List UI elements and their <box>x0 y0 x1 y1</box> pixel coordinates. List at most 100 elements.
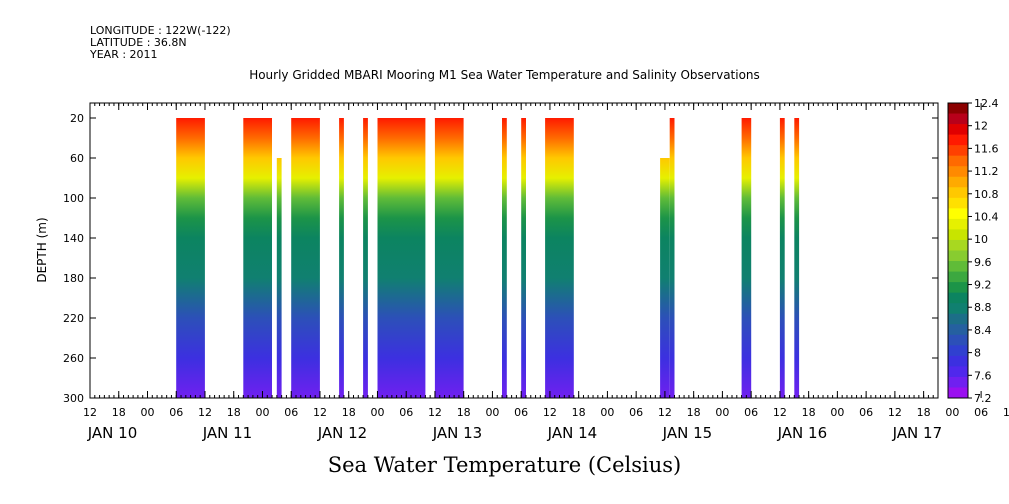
data-segment-5 <box>363 118 368 398</box>
colorbar-swatch <box>948 355 968 367</box>
colorbar-tick-label: 12 <box>974 120 988 133</box>
colorbar-title: Sea Water Temperature (Celsius) <box>327 453 682 477</box>
x-tick-label: 06 <box>629 406 643 419</box>
x-tick-label: 18 <box>342 406 356 419</box>
x-tick-label: 06 <box>169 406 183 419</box>
y-tick-label: 260 <box>63 352 84 365</box>
x-tick-label: 06 <box>859 406 873 419</box>
colorbar-swatch <box>948 113 968 125</box>
x-tick-label: 06 <box>974 406 988 419</box>
y-tick-label: 220 <box>63 312 84 325</box>
y-tick-label: 100 <box>63 192 84 205</box>
data-segment-0 <box>176 118 205 398</box>
y-tick-label: 60 <box>70 152 84 165</box>
colorbar-swatch <box>948 103 968 115</box>
colorbar-swatch <box>948 166 968 178</box>
x-tick-label: 12 <box>888 406 902 419</box>
colorbar-tick-label: 8.8 <box>974 301 992 314</box>
colorbar-tick-label: 9.6 <box>974 256 992 269</box>
colorbar-swatch <box>948 124 968 136</box>
data-segment-12 <box>669 118 675 398</box>
colorbar-swatch <box>948 134 968 146</box>
chart-title: Hourly Gridded MBARI Mooring M1 Sea Wate… <box>249 68 760 82</box>
x-day-label: JAN 16 <box>777 424 828 442</box>
colorbar-swatch <box>948 218 968 230</box>
latitude-label: LATITUDE : 36.8N <box>90 36 187 49</box>
colorbar-swatch <box>948 334 968 346</box>
y-tick-label: 20 <box>70 112 84 125</box>
x-tick-label: 00 <box>485 406 499 419</box>
colorbar-swatch <box>948 345 968 357</box>
x-tick-label: 00 <box>140 406 154 419</box>
x-tick-label: 00 <box>600 406 614 419</box>
colorbar-swatch <box>948 313 968 325</box>
x-day-label: JAN 12 <box>317 424 368 442</box>
colorbar-swatch <box>948 271 968 283</box>
x-tick-label: 18 <box>457 406 471 419</box>
colorbar-swatch <box>948 261 968 273</box>
y-tick-label: 140 <box>63 232 84 245</box>
colorbar: 12.4 12 11.6 11.2 10.8 10.4 10 9.6 9.2 8.8 8.4 8 7.6… <box>947 97 999 405</box>
data-segment-4 <box>339 118 344 398</box>
data-segment-15 <box>794 118 800 398</box>
x-tick-label: 00 <box>945 406 959 419</box>
colorbar-swatch <box>948 208 968 220</box>
x-tick-label: 06 <box>399 406 413 419</box>
colorbar-tick-label: 7.2 <box>974 392 992 405</box>
colorbar-tick-label: 7.6 <box>974 369 992 382</box>
x-tick-label: 12 <box>83 406 97 419</box>
x-day-label: JAN 15 <box>662 424 713 442</box>
colorbar-swatch <box>948 366 968 378</box>
plot-content <box>176 118 800 398</box>
x-tick-label: 06 <box>514 406 528 419</box>
data-segment-7 <box>434 118 464 398</box>
colorbar-tick-label: 9.2 <box>974 279 992 292</box>
data-segment-1 <box>243 118 272 398</box>
x-tick-label: 18 <box>687 406 701 419</box>
colorbar-tick-label: 11.2 <box>974 165 999 178</box>
y-tick-label: 180 <box>63 272 84 285</box>
x-day-label: JAN 10 <box>87 424 138 442</box>
x-tick-label: 18 <box>227 406 241 419</box>
x-day-label: JAN 11 <box>202 424 253 442</box>
longitude-label: LONGITUDE : 122W(-122) <box>90 24 231 37</box>
x-day-label: JAN 14 <box>547 424 598 442</box>
colorbar-swatch <box>948 376 968 388</box>
x-tick-label: 18 <box>802 406 816 419</box>
colorbar-swatch <box>948 292 968 304</box>
x-day-label: JAN 13 <box>432 424 483 442</box>
data-segment-8 <box>502 118 507 398</box>
colorbar-swatch <box>948 282 968 294</box>
x-tick-label: 00 <box>830 406 844 419</box>
data-segment-6 <box>377 118 426 398</box>
colorbar-swatch <box>948 250 968 262</box>
x-tick-label: 06 <box>744 406 758 419</box>
x-tick-label: 12 <box>198 406 212 419</box>
colorbar-tick-label: 11.6 <box>974 142 999 155</box>
data-segment-14 <box>779 118 785 398</box>
colorbar-swatch <box>948 145 968 157</box>
colorbar-tick-label: 10 <box>974 233 988 246</box>
x-tick-label: 06 <box>284 406 298 419</box>
colorbar-swatch <box>948 197 968 209</box>
colorbar-swatch <box>948 229 968 241</box>
x-tick-label: 00 <box>255 406 269 419</box>
x-tick-label: 12 <box>773 406 787 419</box>
colorbar-swatch <box>948 239 968 251</box>
y-tick-label: 300 <box>63 392 84 405</box>
colorbar-swatch <box>948 155 968 167</box>
x-tick-label: 12 <box>1003 406 1009 419</box>
x-tick-label: 00 <box>370 406 384 419</box>
plot-frame <box>89 102 939 399</box>
colorbar-tick-label: 8.4 <box>974 324 992 337</box>
data-segment-2 <box>276 158 282 398</box>
year-label: YEAR : 2011 <box>90 48 158 61</box>
x-tick-label: 12 <box>543 406 557 419</box>
data-segment-10 <box>545 118 574 398</box>
x-tick-label: 18 <box>917 406 931 419</box>
colorbar-tick-label: 10.4 <box>974 210 999 223</box>
colorbar-swatch <box>948 187 968 199</box>
colorbar-swatch <box>948 303 968 315</box>
x-tick-label: 00 <box>715 406 729 419</box>
colorbar-tick-label: 12.4 <box>974 97 999 110</box>
